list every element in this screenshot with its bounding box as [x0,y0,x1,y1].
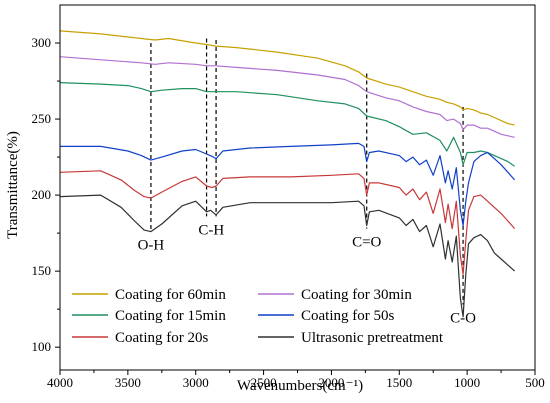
x-tick-label: 1000 [454,375,480,390]
legend-entry: Coating for 60min [115,287,226,303]
axes: 4000 3500 3000 2500 2000 1500 1000 500 100 150 200… [32,4,545,390]
legend-entry: Coating for 15min [115,308,226,324]
legend-entry: Coating for 50s [301,308,394,324]
series-line-ultrasonic-pretreatment [59,194,516,318]
x-axis-label: Wavenumbers(cm⁻¹) [237,378,363,394]
y-tick-label: 250 [32,111,52,126]
series-line-coating-for-60min [59,30,515,126]
peak-label-c-o: C=O [352,235,381,251]
y-axis-label: Transmittance(%) [5,131,21,239]
legend: Coating for 60min Coating for 30min Coatin… [72,287,444,346]
peak-label-c-o: C-O [450,311,476,327]
x-tick-label: 3000 [183,375,209,390]
x-tick-label: 4000 [47,375,73,390]
y-tick-label: 200 [32,187,52,202]
y-tick-label: 150 [32,263,52,278]
x-tick-label: 3500 [115,375,141,390]
x-tick-label: 2500 [251,375,277,390]
series-layer [59,30,516,318]
peak-annotations: O-H C-H C=O C-O [138,222,477,326]
series-line-coating-for-30min [59,56,515,138]
legend-entry: Ultrasonic pretreatment [301,330,444,346]
peak-guide-lines [150,38,464,305]
series-line-coating-for-50s [60,142,516,227]
x-tick-label: 500 [525,375,545,390]
x-tick-label: 2000 [318,375,344,390]
legend-entry: Coating for 20s [115,330,208,346]
y-tick-label: 100 [32,339,52,354]
series-line-coating-for-15min [59,82,515,167]
peak-label-c-h: C-H [198,222,224,238]
x-tick-label: 1500 [386,375,412,390]
y-tick-label: 300 [32,35,52,50]
series-line-coating-for-20s [59,170,516,275]
peak-label-o-h: O-H [138,238,165,254]
legend-entry: Coating for 30min [301,287,412,303]
